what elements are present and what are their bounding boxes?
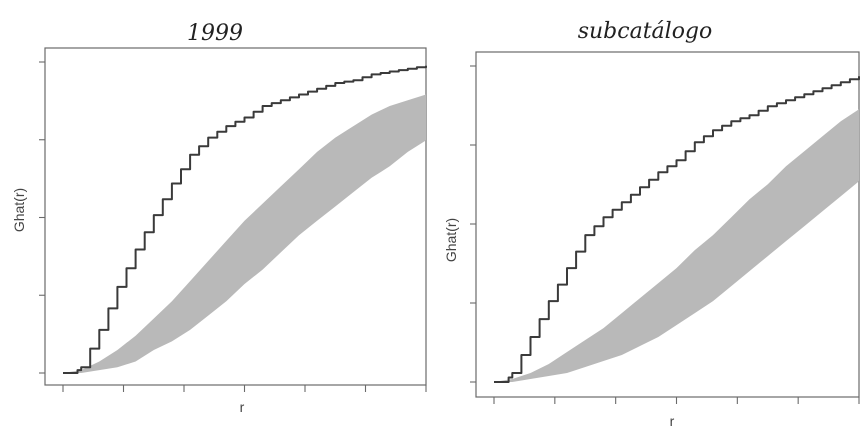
y-ticks bbox=[39, 61, 45, 374]
panel-subcatalogo: subcatálogo Ghat(r) r bbox=[443, 19, 860, 429]
observed-g-line-group bbox=[63, 65, 427, 374]
plot-frame bbox=[44, 47, 427, 386]
panel-title: subcatálogo bbox=[578, 19, 713, 44]
envelope-band bbox=[494, 109, 859, 383]
observed-g-line-group bbox=[494, 76, 860, 383]
envelope-band bbox=[63, 94, 426, 373]
y-ticks bbox=[470, 65, 476, 383]
panel-title: 1999 bbox=[187, 21, 243, 46]
panel-1999: 1999 Ghat(r) r bbox=[11, 21, 427, 415]
observed-g-line bbox=[63, 65, 427, 374]
x-axis-label: r bbox=[670, 413, 675, 429]
envelope-band-group bbox=[494, 109, 859, 383]
observed-g-line bbox=[494, 76, 860, 383]
x-ticks bbox=[62, 385, 427, 392]
x-ticks bbox=[493, 397, 860, 404]
x-axis-label: r bbox=[240, 399, 245, 415]
y-axis-label: Ghat(r) bbox=[11, 188, 27, 232]
envelope-band-group bbox=[63, 94, 426, 373]
y-axis-label: Ghat(r) bbox=[443, 218, 459, 262]
